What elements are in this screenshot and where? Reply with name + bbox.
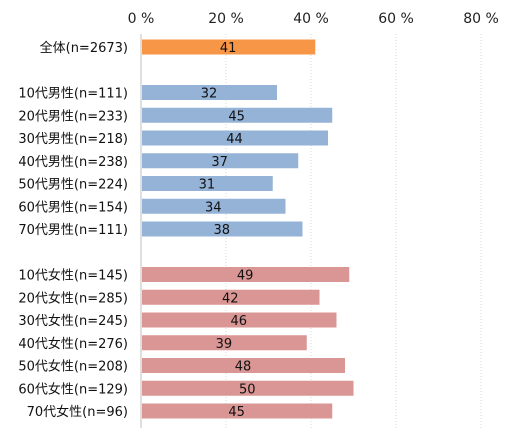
category-label: 50代男性(n=224) bbox=[18, 178, 128, 193]
x-tick-label: 20 % bbox=[208, 11, 244, 27]
bar-value-label: 45 bbox=[228, 109, 245, 124]
category-label: 50代女性(n=208) bbox=[18, 359, 128, 375]
category-label: 30代男性(n=218) bbox=[18, 132, 128, 147]
bar bbox=[142, 153, 299, 169]
bar-value-label: 44 bbox=[226, 132, 243, 147]
bar-value-label: 32 bbox=[201, 87, 218, 102]
bar-value-label: 45 bbox=[228, 405, 245, 420]
bar-value-label: 42 bbox=[222, 291, 239, 306]
bar-value-label: 41 bbox=[220, 41, 237, 56]
bar bbox=[142, 267, 350, 282]
bar-value-label: 50 bbox=[239, 382, 256, 397]
category-label: 20代女性(n=285) bbox=[18, 290, 128, 306]
bar bbox=[142, 198, 286, 214]
bar bbox=[142, 85, 277, 100]
bar bbox=[142, 335, 307, 351]
bar bbox=[142, 176, 273, 191]
bar bbox=[142, 358, 345, 373]
category-label: 70代女性(n=96) bbox=[27, 404, 128, 420]
bar bbox=[142, 130, 328, 146]
x-tick-label: 0 % bbox=[128, 11, 155, 27]
x-axis-ticks: 0 % 20 % 40 % 60 % 80 % bbox=[128, 11, 499, 27]
category-label: 30代女性(n=245) bbox=[18, 313, 128, 329]
category-label: 70代男性(n=111) bbox=[18, 223, 128, 238]
category-label: 40代女性(n=276) bbox=[18, 336, 128, 352]
category-labels-layer: 全体(n=2673) 10代男性(n=111) 20代男性(n=233) 30代男性(… bbox=[18, 40, 128, 420]
category-label: 20代男性(n=233) bbox=[18, 109, 128, 124]
bar-value-label: 39 bbox=[216, 337, 233, 352]
bar bbox=[142, 221, 303, 237]
category-label: 10代男性(n=111) bbox=[18, 87, 128, 102]
grid-layer bbox=[140, 34, 482, 428]
bar-value-label: 34 bbox=[205, 200, 222, 215]
category-label: 60代男性(n=154) bbox=[18, 200, 128, 215]
bar bbox=[142, 312, 337, 328]
bar-value-label: 48 bbox=[235, 360, 252, 375]
x-tick-label: 80 % bbox=[463, 11, 499, 27]
x-tick-label: 60 % bbox=[378, 11, 414, 27]
bar-value-label: 49 bbox=[237, 269, 254, 284]
category-label: 10代女性(n=145) bbox=[18, 268, 128, 284]
bar bbox=[142, 107, 333, 123]
category-label: 40代男性(n=238) bbox=[18, 155, 128, 170]
bar bbox=[142, 39, 316, 55]
bar bbox=[142, 380, 354, 396]
bar-value-label: 46 bbox=[230, 314, 247, 329]
category-label: 全体(n=2673) bbox=[40, 40, 128, 56]
bar-value-label: 31 bbox=[199, 178, 216, 193]
bar-value-label: 38 bbox=[213, 223, 230, 238]
category-label: 60代女性(n=129) bbox=[18, 381, 128, 397]
bar bbox=[142, 403, 333, 419]
bar bbox=[142, 289, 320, 305]
x-tick-label: 40 % bbox=[293, 11, 329, 27]
bar-value-label: 37 bbox=[211, 155, 228, 170]
